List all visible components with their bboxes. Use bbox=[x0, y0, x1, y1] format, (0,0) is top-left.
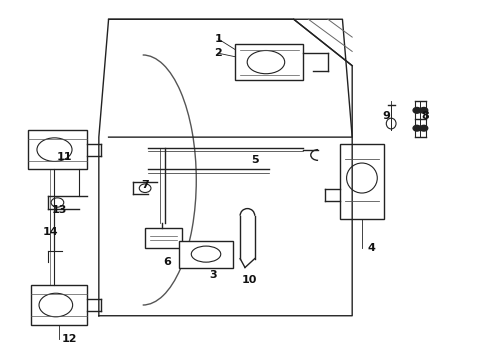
Text: 10: 10 bbox=[242, 275, 258, 285]
Bar bbox=[145, 228, 182, 248]
Bar bbox=[179, 241, 233, 267]
Bar bbox=[235, 44, 303, 80]
Circle shape bbox=[420, 108, 428, 113]
Bar bbox=[30, 285, 87, 325]
Text: 11: 11 bbox=[57, 152, 73, 162]
Text: 5: 5 bbox=[251, 156, 259, 165]
Text: 4: 4 bbox=[368, 243, 376, 253]
Text: 8: 8 bbox=[421, 111, 429, 121]
Text: 7: 7 bbox=[141, 180, 149, 190]
Text: 9: 9 bbox=[382, 111, 390, 121]
Text: 3: 3 bbox=[210, 270, 217, 280]
Text: 14: 14 bbox=[42, 227, 58, 237]
Ellipse shape bbox=[346, 163, 377, 193]
Text: 6: 6 bbox=[163, 257, 171, 267]
Circle shape bbox=[413, 108, 421, 113]
Ellipse shape bbox=[386, 118, 396, 129]
Ellipse shape bbox=[191, 246, 221, 262]
Text: 12: 12 bbox=[62, 334, 77, 344]
Ellipse shape bbox=[39, 293, 73, 317]
Circle shape bbox=[413, 125, 421, 131]
Ellipse shape bbox=[37, 138, 72, 161]
Bar bbox=[28, 130, 87, 169]
Text: 13: 13 bbox=[51, 205, 67, 215]
Ellipse shape bbox=[247, 50, 285, 74]
Circle shape bbox=[420, 125, 428, 131]
Text: 1: 1 bbox=[214, 34, 222, 44]
Bar bbox=[340, 144, 384, 219]
Text: 2: 2 bbox=[214, 48, 222, 58]
